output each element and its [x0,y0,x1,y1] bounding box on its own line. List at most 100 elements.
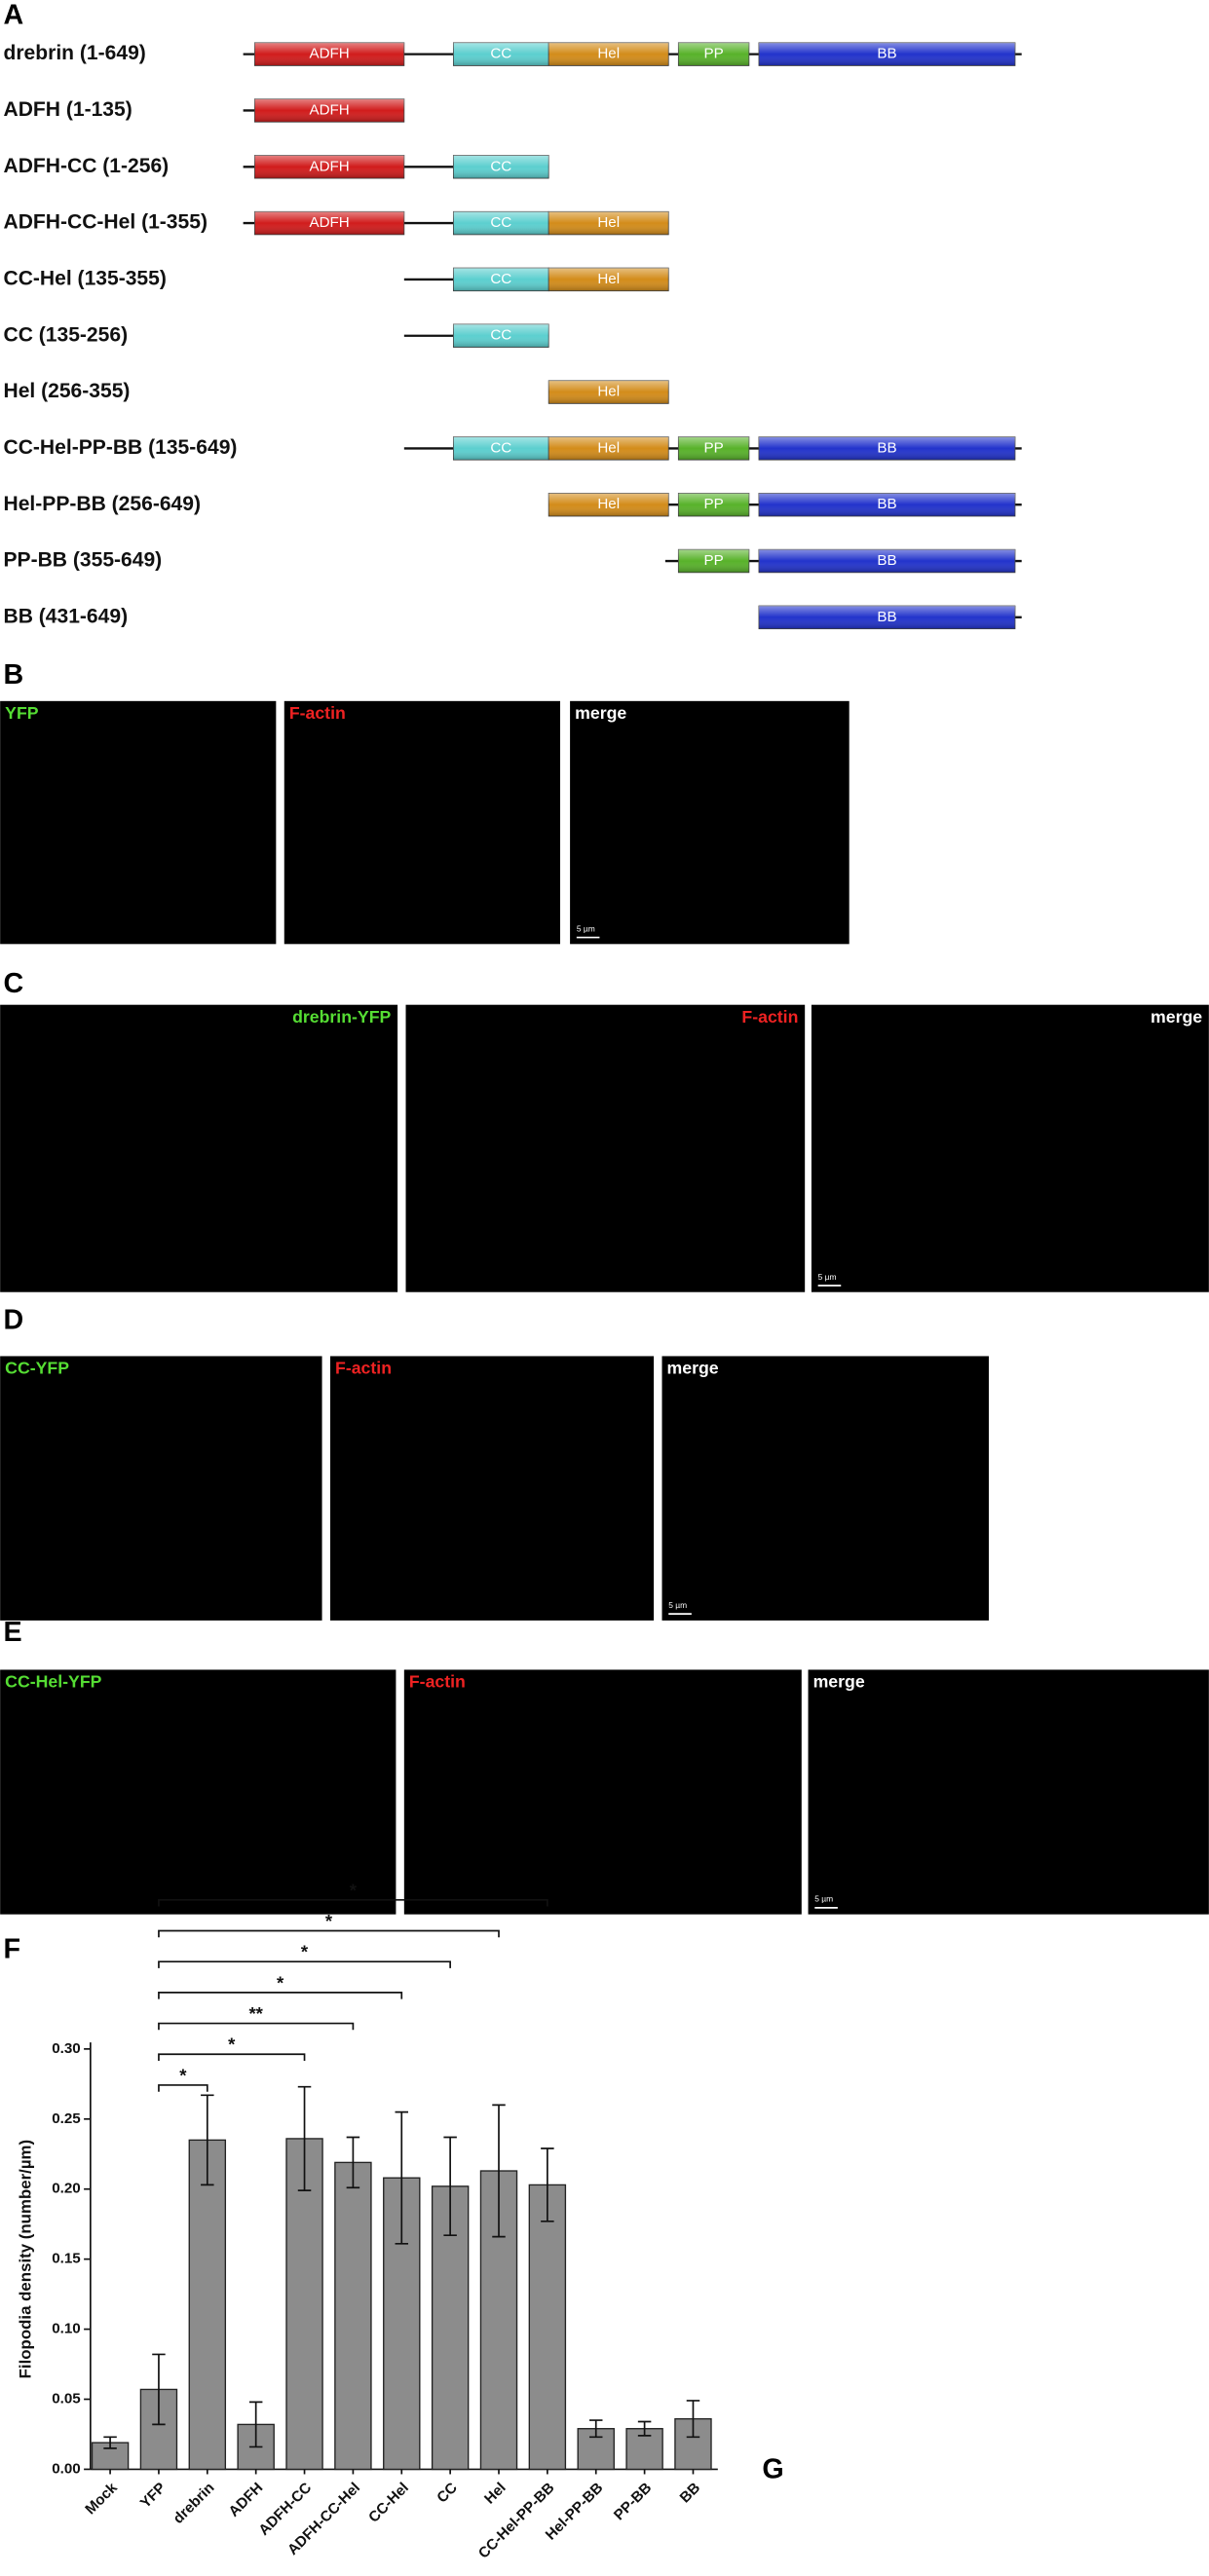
channel-label: merge [575,703,626,723]
y-tick-label: 0.15 [52,2251,81,2267]
x-tick-label: YFP [137,2480,170,2512]
domain-shine [453,268,549,291]
domain-shine [548,268,669,291]
y-tick-label: 0.30 [52,2040,81,2057]
construct-label: CC-Hel-PP-BB (135-649) [4,436,238,459]
x-tick-label: CC-Hel [365,2480,412,2526]
panel-letter: G [762,2454,783,2485]
x-tick-label: BB [677,2480,704,2507]
micrograph [403,1669,802,1915]
domain-label: Hel [597,496,620,512]
error-bar [395,2110,409,2245]
domain-shine [453,42,549,66]
error-bar [686,2400,700,2439]
channel-label: drebrin-YFP [292,1007,391,1027]
domain-label: CC [490,439,511,456]
x-tick-label: drebrin [170,2480,218,2527]
channel-label: CC-Hel-YFP [5,1672,101,1692]
error-bar [152,2353,166,2426]
domain-label: CC [490,158,511,174]
micrograph [329,1356,655,1621]
y-tick-label: 0.05 [52,2390,81,2407]
domain-shine [758,493,1015,517]
domain-shine [254,42,404,66]
domain-label: Hel [597,384,620,400]
scale-bar-label: 5 µm [818,1272,837,1282]
micrograph [0,700,277,945]
domain-shine [453,155,549,179]
domain-shine [453,436,549,461]
domain-shine [453,211,549,235]
x-tick-label: ADFH [226,2480,267,2520]
domain-label: PP [703,496,723,512]
significance-bracket [158,1960,451,1968]
micrograph [811,1004,1209,1292]
domain-shine [758,606,1015,629]
channel-label: F-actin [289,703,346,723]
panel-letter: B [4,659,24,691]
significance-label: * [179,2065,187,2085]
domain-shine [758,549,1015,573]
domain-shine [254,155,404,179]
micrograph [0,1356,322,1621]
significance-label: * [277,1972,284,1993]
channel-label: merge [813,1672,865,1692]
domain-shine [548,436,669,461]
panel-letter: A [4,0,24,30]
panel-letter: F [4,1933,21,1964]
bar [528,2184,567,2471]
domain-label: Hel [597,439,620,456]
error-bar [541,2147,554,2222]
y-tick-label: 0.20 [52,2181,81,2197]
significance-label: * [301,1942,309,1962]
domain-shine [678,549,749,573]
error-bar [588,2419,603,2439]
scale-bar-label: 5 µm [668,1600,687,1610]
construct-label: BB (431-649) [4,605,129,627]
error-bar [201,2094,214,2186]
x-tick-label: PP-BB [611,2480,655,2523]
micrograph [808,1669,1209,1915]
micrograph [0,1669,397,1915]
significance-label: * [350,1880,358,1900]
construct-label: Hel-PP-BB (256-649) [4,493,202,515]
channel-label: F-actin [335,1359,392,1378]
domain-label: BB [877,46,896,62]
micrograph [570,700,850,945]
error-bar [443,2136,457,2237]
domain-label: BB [877,609,896,625]
significance-label: * [325,1911,333,1931]
micrograph [0,1004,398,1292]
error-bar [346,2136,360,2189]
domain-shine [758,436,1015,461]
bar [285,2138,323,2471]
domain-label: BB [877,439,896,456]
bar [334,2161,372,2471]
significance-bracket [158,1929,500,1938]
panel-letter: E [4,1617,22,1648]
y-tick-label: 0.25 [52,2110,81,2127]
error-bar [248,2401,263,2448]
domain-label: ADFH [309,101,349,118]
channel-label: F-actin [741,1007,798,1027]
channel-label: CC-YFP [5,1359,69,1378]
domain-shine [548,380,669,404]
construct-label: PP-BB (355-649) [4,549,163,572]
micrograph [405,1004,806,1292]
domain-label: PP [703,46,723,62]
construct-label: CC-Hel (135-355) [4,267,167,289]
domain-label: ADFH [309,214,349,231]
construct-label: ADFH (1-135) [4,98,132,121]
construct-label: drebrin (1-649) [4,42,146,64]
domain-shine [678,42,749,66]
domain-label: PP [703,552,723,569]
domain-label: CC [490,327,511,344]
channel-label: merge [667,1359,719,1378]
domain-shine [548,42,669,66]
significance-bracket [158,2053,306,2061]
domain-shine [678,493,749,517]
error-bar [637,2420,652,2437]
scale-bar-label: 5 µm [577,923,595,933]
error-bar [103,2436,117,2449]
domain-shine [548,493,669,517]
